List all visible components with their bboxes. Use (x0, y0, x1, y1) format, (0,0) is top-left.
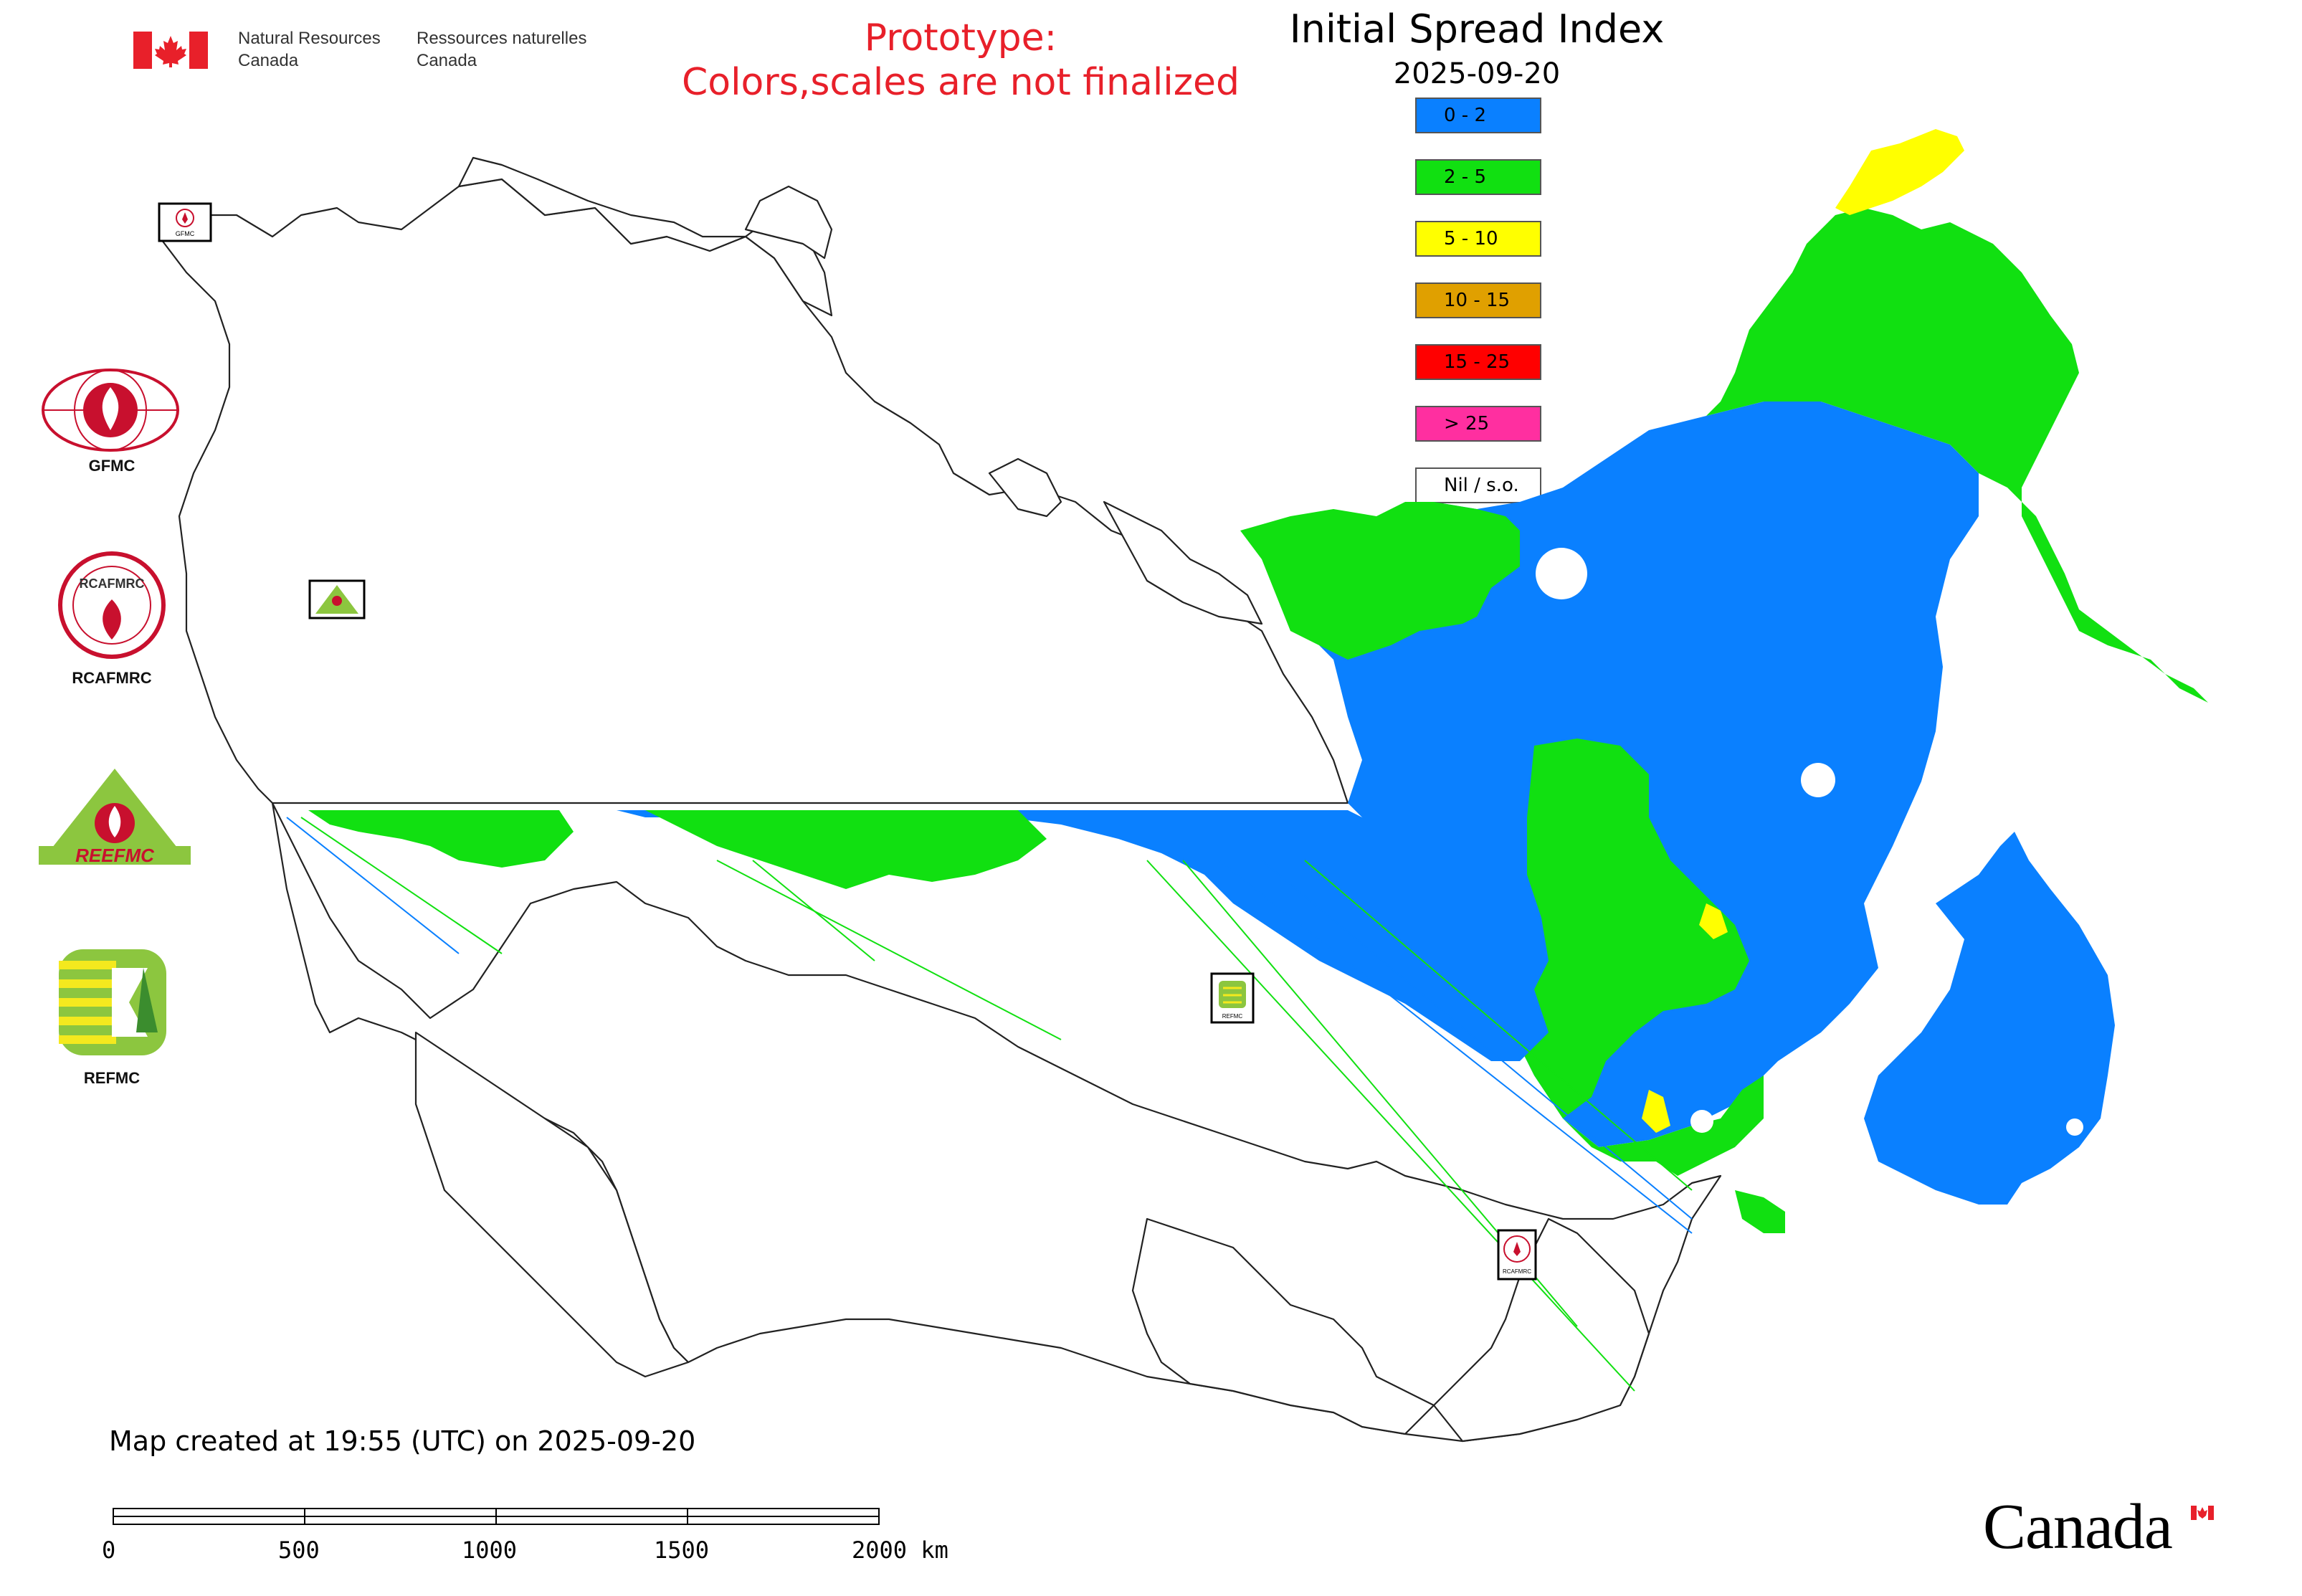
streak-band-green-west (308, 810, 574, 868)
prototype-heading: Prototype: (864, 16, 1057, 60)
rcafmrc-marker-label: RCAFMRC (1503, 1268, 1531, 1275)
legend-item: 2 - 5 (1415, 159, 1541, 195)
nrcan-signature: Natural Resources Canada Ressources natu… (133, 27, 607, 75)
canada-flag-icon (133, 32, 208, 69)
org-name-en: Natural Resources Canada (238, 29, 381, 70)
legend-item-label: 10 - 15 (1444, 290, 1511, 311)
reefmc-logo-icon: REEFMC (39, 769, 191, 866)
isi-raster (1240, 129, 2208, 1233)
map-created-note: Map created at 19:55 (UTC) on 2025-09-20 (109, 1425, 696, 1457)
nil-circle-3 (1916, 958, 1933, 975)
legend-item: 5 - 10 (1415, 221, 1541, 257)
streak-line (1146, 860, 1635, 1392)
isi-class-2-5-area-north (1240, 502, 1520, 660)
boundary-outlines (158, 156, 1722, 1443)
far-south-outline (1432, 1217, 1650, 1443)
legend-item-label: > 25 (1444, 413, 1490, 434)
streak-line (1304, 860, 1693, 1191)
legend-item-label: 15 - 25 (1444, 351, 1511, 373)
isi-class-2-5-area-south (1563, 1075, 1764, 1176)
scale-label-1500: 1500 (654, 1536, 710, 1564)
refmc-logo-icon (59, 949, 166, 1055)
streak-band-green-mid (645, 810, 1047, 889)
isi-class-2-5-area-central (1506, 738, 1749, 1118)
legend-item: > 25 (1415, 406, 1541, 442)
refmc-label: REFMC (83, 1069, 141, 1087)
arctic-island-outline (744, 185, 833, 260)
gfmc-logo-icon (42, 369, 179, 452)
rcafmrc-label: RCAFMRC (72, 669, 152, 687)
streak-line (1218, 860, 1693, 1234)
isi-class-5-10-area-central (1699, 903, 1728, 939)
nil-circle-6 (1690, 1110, 1713, 1133)
legend-item: 15 - 25 (1415, 344, 1541, 380)
isi-class-2-5-area-east (1620, 208, 2208, 703)
streak-line (286, 817, 460, 954)
nil-circle-1 (1536, 548, 1587, 599)
legend-item: Nil / s.o. (1415, 467, 1541, 503)
streak-line (716, 860, 1062, 1040)
coast-outline-1 (1103, 500, 1263, 625)
central-region-outline (414, 1031, 690, 1378)
refmc-marker-icon: REFMC (1210, 972, 1255, 1024)
map-date: 2025-09-20 (1393, 57, 1561, 90)
western-landmass-outline (158, 178, 1349, 804)
northern-peninsula-outline (457, 156, 833, 317)
canada-wordmark: Canada (1983, 1491, 2173, 1562)
streak-lines (286, 817, 1693, 1392)
nil-circle-4 (1860, 1024, 1877, 1041)
prototype-note: Colors,scales are not finalized (681, 61, 1240, 104)
org-name-fr: Ressources naturelles Canada (417, 29, 587, 70)
rcafmrc-logo-text: RCAFMRC (80, 576, 145, 591)
isi-class-5-10-area-south (1642, 1090, 1670, 1133)
map-markers: GFMC REFMC RCAFMRC (158, 202, 1537, 1281)
northern-island-outline (988, 457, 1062, 518)
canada-wordmark-flag-icon (2191, 1506, 2214, 1520)
isi-class-5-10-area-northeast (1835, 129, 1964, 215)
reefmc-marker-icon (308, 579, 366, 619)
streak-line (1261, 860, 1693, 1220)
scale-label-0: 0 (102, 1536, 116, 1564)
gfmc-label: GFMC (88, 457, 135, 475)
legend-item: 10 - 15 (1415, 282, 1541, 318)
gfmc-marker-icon: GFMC (158, 202, 212, 242)
rcafmrc-logo-icon: RCAFMRC (58, 551, 166, 659)
nil-circle-5 (2066, 1118, 2083, 1136)
isi-streaks (272, 810, 1693, 1392)
refmc-marker-label: REFMC (1222, 1013, 1243, 1020)
side-logos: RCAFMRC REEFMC (39, 369, 191, 1055)
streak-band-blue (272, 810, 1549, 1061)
isi-class-2-5-area-island (1735, 1190, 1785, 1233)
streak-line (752, 860, 875, 961)
scale-label-500: 500 (278, 1536, 320, 1564)
legend-item-label: 2 - 5 (1444, 166, 1486, 188)
map-title: Initial Spread Index (1289, 6, 1665, 52)
prototype-notice: Prototype: Colors,scales are not finaliz… (631, 16, 1290, 105)
legend-item-label: 5 - 10 (1444, 228, 1498, 250)
legend-item: 0 - 2 (1415, 98, 1541, 133)
legend-item-label: 0 - 2 (1444, 105, 1486, 126)
nil-circle-2 (1801, 763, 1835, 797)
south-east-region-outline (1131, 1217, 1435, 1435)
reefmc-logo-text: REEFMC (75, 845, 155, 866)
streak-line (300, 817, 503, 954)
rcafmrc-marker-icon: RCAFMRC (1497, 1229, 1537, 1281)
scale-label-1000: 1000 (462, 1536, 518, 1564)
gfmc-marker-label: GFMC (176, 230, 195, 237)
scale-label-2000: 2000 km (852, 1536, 948, 1564)
scale-bar (113, 1508, 880, 1525)
legend-item-label: Nil / s.o. (1444, 475, 1519, 496)
